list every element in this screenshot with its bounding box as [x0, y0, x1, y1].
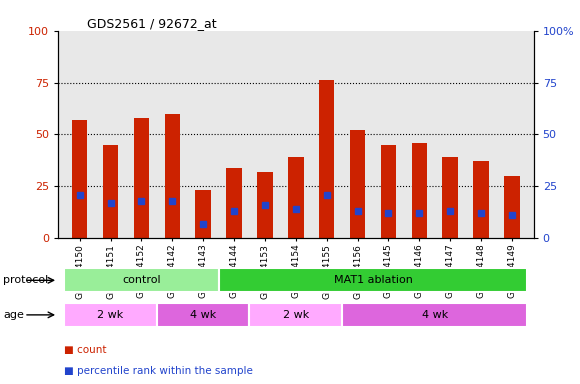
Bar [319, 81, 335, 238]
Bar [342, 303, 527, 327]
Bar [257, 172, 273, 238]
Bar [72, 120, 88, 238]
Bar [133, 118, 149, 238]
Text: control: control [122, 275, 161, 285]
Text: 2 wk: 2 wk [97, 310, 124, 320]
Bar [219, 268, 527, 293]
Text: age: age [3, 310, 24, 320]
Bar [443, 157, 458, 238]
Text: ■ count: ■ count [64, 345, 106, 355]
Bar [350, 130, 365, 238]
Text: MAT1 ablation: MAT1 ablation [334, 275, 412, 285]
Text: protocol: protocol [3, 275, 48, 285]
Bar [165, 114, 180, 238]
Text: 2 wk: 2 wk [282, 310, 309, 320]
Bar [249, 303, 342, 327]
Text: ■ percentile rank within the sample: ■ percentile rank within the sample [64, 366, 253, 376]
Bar [504, 176, 520, 238]
Bar [288, 157, 303, 238]
Bar [103, 145, 118, 238]
Bar [64, 303, 157, 327]
Bar [380, 145, 396, 238]
Bar [195, 190, 211, 238]
Bar [157, 303, 249, 327]
Text: 4 wk: 4 wk [422, 310, 448, 320]
Text: GDS2561 / 92672_at: GDS2561 / 92672_at [87, 17, 216, 30]
Bar [412, 143, 427, 238]
Bar [226, 167, 242, 238]
Bar [64, 268, 219, 293]
Text: 4 wk: 4 wk [190, 310, 216, 320]
Bar [473, 161, 489, 238]
